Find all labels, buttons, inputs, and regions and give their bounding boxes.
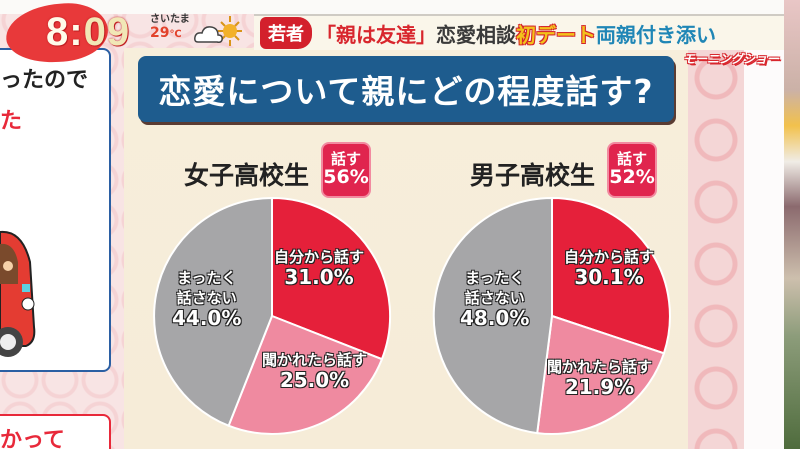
headline-segment: 両親付き添い: [596, 22, 716, 47]
weather-city: さいたま: [150, 14, 190, 25]
slice-label-self: 自分から話す 31.0%: [274, 248, 365, 289]
slice-label-asked: 聞かれたら話す 21.9%: [547, 358, 653, 399]
weather-temperature: 29℃: [150, 25, 182, 41]
left-bottom-card-text: かって: [0, 428, 65, 449]
question-title: 恋愛について親にどの程度話す?: [158, 72, 654, 111]
group-label: 女子高校生: [184, 161, 310, 190]
slice-never-talk: [153, 196, 273, 427]
pie-chart-girls: [153, 196, 392, 436]
slice-label-never: まったく 話さない 48.0%: [460, 269, 530, 330]
headline-segment: 「親は友達」: [316, 22, 436, 47]
slice-self-talk: [271, 196, 392, 361]
left-bottom-card: [0, 414, 111, 449]
group-label: 男子高校生: [470, 161, 596, 190]
slice-asked-talk: [536, 314, 666, 435]
slice-never-talk: [432, 196, 553, 435]
slice-label-never: まったく 話さない 44.0%: [172, 269, 242, 330]
headline-segment: 恋愛相談: [436, 22, 516, 47]
cloud-sun-icon: [194, 16, 242, 46]
talk-total-badge: 話す 56%: [321, 142, 372, 198]
right-decorative-strip: [688, 48, 744, 449]
red-car-icon: [0, 230, 36, 357]
headline-segment: 初デート: [516, 22, 596, 47]
chart-header-boys: 男子高校生 話す 52%: [470, 142, 658, 198]
slice-self-talk: [551, 196, 671, 355]
show-logo: モーニングショー: [683, 52, 780, 66]
slice-label-self: 自分から話す 30.1%: [564, 248, 655, 289]
talk-total-badge: 話す 52%: [607, 142, 658, 198]
chart-header-girls: 女子高校生 話す 56%: [184, 142, 372, 198]
background-photo: [784, 0, 800, 449]
left-card-text-1: ったので: [0, 68, 89, 93]
clock-hours: 8: [46, 10, 70, 54]
clock: 8:09: [46, 10, 130, 55]
clock-separator: :: [69, 10, 84, 54]
slice-asked-talk: [227, 314, 384, 436]
pie-chart-boys: [432, 196, 671, 435]
headline-ticker: 若者 「親は友達」 恋愛相談 初デート 両親付き添い: [254, 14, 784, 50]
slice-label-asked: 聞かれたら話す 25.0%: [262, 351, 368, 392]
right-white-strip: [744, 48, 784, 449]
left-card-text-2: た: [0, 109, 23, 134]
question-title-bar: 恋愛について親にどの程度話す?: [138, 56, 674, 122]
clock-minutes: 09: [83, 10, 131, 54]
top-strip: [0, 0, 784, 14]
headline-tag: 若者: [260, 17, 312, 49]
weather-info: さいたま 29℃: [150, 14, 190, 42]
